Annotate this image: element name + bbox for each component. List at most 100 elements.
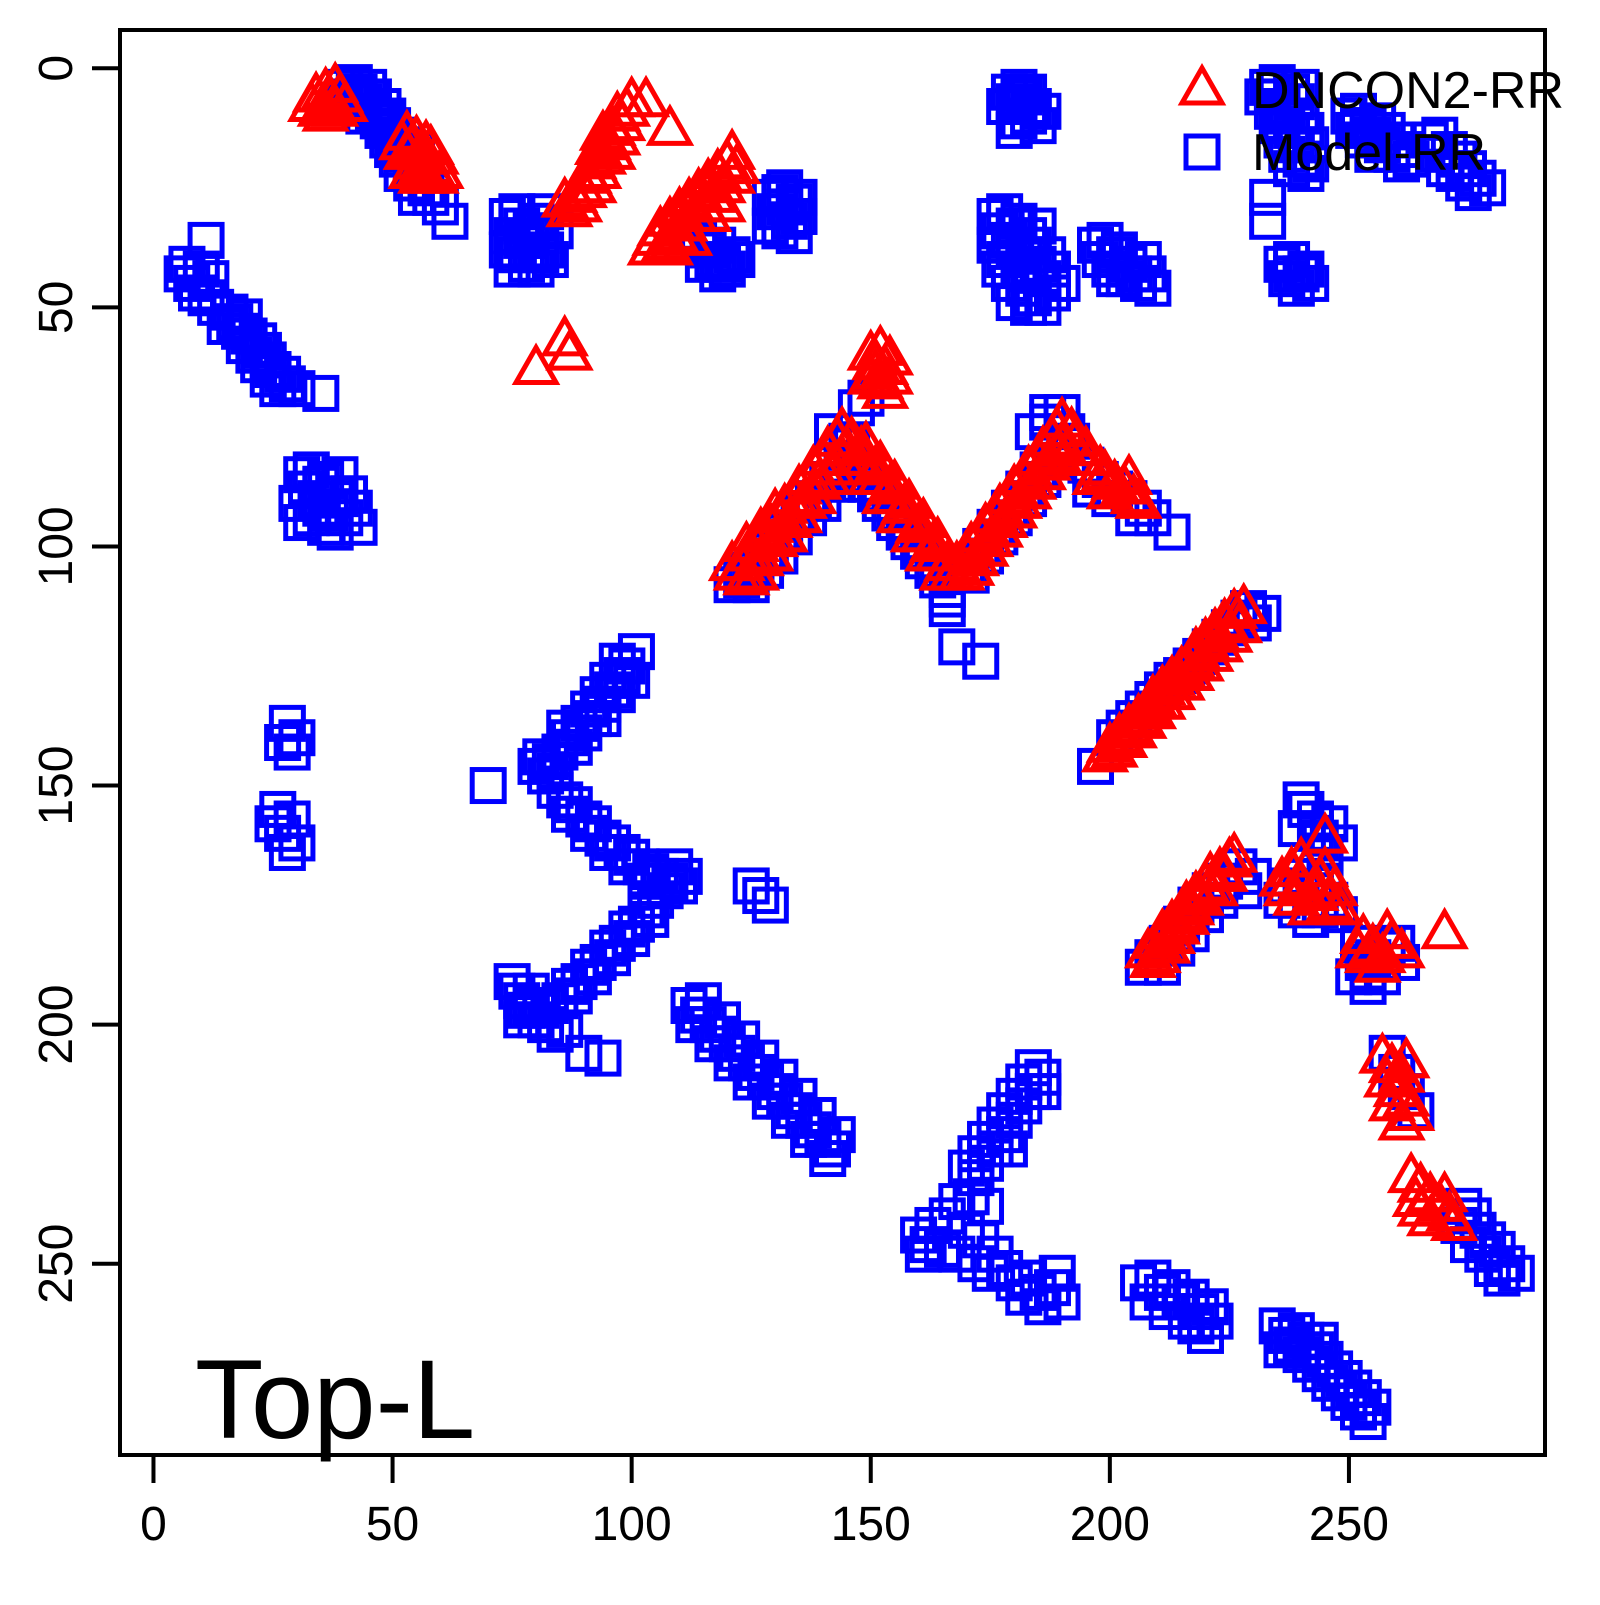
data-point-square-Model-RR (488, 231, 526, 269)
data-point-square-Model-RR (1287, 154, 1325, 192)
data-point-square-Model-RR (684, 982, 722, 1020)
data-point-triangle-DNCON2-RR (1176, 873, 1226, 916)
data-point-square-Model-RR (1033, 274, 1071, 312)
data-point-square-Model-RR (565, 1034, 603, 1072)
data-point-square-Model-RR (206, 307, 244, 345)
data-point-square-Model-RR (1292, 145, 1330, 183)
data-point-triangle-DNCON2-RR (1205, 610, 1254, 653)
data-point-square-Model-RR (469, 767, 507, 805)
data-point-triangle-DNCON2-RR (382, 127, 432, 170)
data-point-square-Model-RR (1024, 1073, 1062, 1111)
data-point-square-Model-RR (512, 972, 550, 1010)
x-tick-label: 150 (831, 1498, 911, 1551)
data-point-square-Model-RR (254, 805, 292, 843)
data-point-square-Model-RR (742, 1039, 780, 1077)
data-point-square-Model-RR (1268, 260, 1306, 298)
data-point-square-Model-RR (1469, 169, 1507, 207)
data-point-triangle-DNCON2-RR (645, 103, 695, 146)
y-axis: 0 50 100 150 200 250 (30, 55, 120, 1304)
data-point-triangle-DNCON2-RR (578, 132, 628, 175)
data-point-square-Model-RR (780, 1077, 818, 1115)
x-tick-label: 50 (366, 1498, 419, 1551)
x-axis: 0 50 100 150 200 250 (140, 1455, 1389, 1551)
data-point-square-Model-RR (1292, 126, 1330, 164)
data-point-triangle-DNCON2-RR (1085, 466, 1135, 510)
data-point-triangle-DNCON2-RR (1343, 930, 1393, 974)
data-point-triangle-DNCON2-RR (913, 514, 963, 558)
data-point-square-Model-RR (742, 877, 780, 915)
data-point-triangle-DNCON2-RR (712, 141, 762, 185)
data-point-square-Model-RR (584, 700, 622, 738)
y-tick-label: 150 (30, 745, 83, 825)
data-point-triangle-DNCON2-RR (1056, 433, 1106, 476)
data-point-square-Model-RR (1153, 513, 1191, 551)
data-point-triangle-DNCON2-RR (621, 74, 671, 118)
data-point-square-Model-RR (818, 1116, 856, 1154)
legend-item-DNCON2-RR: DNCON2-RR (1177, 62, 1564, 120)
data-point-square-Model-RR (751, 1082, 789, 1120)
data-point-triangle-DNCON2-RR (793, 457, 843, 500)
data-point-square-Model-RR (1349, 1403, 1387, 1441)
data-point-square-Model-RR (995, 111, 1033, 149)
data-point-triangle-DNCON2-RR (1405, 1193, 1455, 1237)
data-point-square-Model-RR (259, 370, 297, 408)
data-point-square-Model-RR (546, 1010, 584, 1048)
data-point-square-Model-RR (1320, 824, 1358, 862)
data-point-square-Model-RR (656, 848, 694, 886)
data-point-triangle-DNCON2-RR (1262, 863, 1312, 907)
data-point-triangle-DNCON2-RR (722, 519, 771, 562)
data-points-layer (163, 60, 1535, 1441)
data-point-triangle-DNCON2-RR (1396, 1160, 1445, 1203)
data-point-square-Model-RR (302, 374, 340, 412)
data-point-triangle-DNCON2-RR (626, 222, 676, 266)
data-point-square-Model-RR (751, 207, 789, 245)
data-point-square-Model-RR (278, 484, 316, 522)
data-point-triangle-DNCON2-RR (1382, 1035, 1431, 1079)
data-point-triangle-DNCON2-RR (1276, 835, 1326, 878)
data-point-square-Model-RR (928, 590, 966, 628)
data-point-triangle-DNCON2-RR (1200, 849, 1249, 892)
data-point-square-Model-RR (990, 1130, 1028, 1168)
legend-item-Model-RR: Model-RR (1183, 124, 1486, 182)
data-point-triangle-DNCON2-RR (540, 175, 590, 218)
data-point-square-Model-RR (637, 881, 675, 919)
data-point-square-Model-RR (976, 226, 1014, 264)
data-point-triangle-DNCON2-RR (511, 342, 561, 386)
data-point-triangle-DNCON2-RR (559, 165, 609, 209)
data-point-square-Model-RR (904, 1235, 942, 1273)
data-point-triangle-DNCON2-RR (1372, 1064, 1422, 1108)
data-point-triangle-DNCON2-RR (1214, 600, 1264, 644)
data-point-triangle-DNCON2-RR (1114, 476, 1163, 519)
data-point-triangle-DNCON2-RR (1300, 811, 1350, 854)
data-point-square-Model-RR (340, 508, 378, 546)
data-point-square-Model-RR (1043, 1283, 1081, 1321)
data-point-square-Model-RR (708, 250, 746, 288)
data-point-triangle-DNCON2-RR (899, 495, 948, 539)
data-point-square-Model-RR (249, 360, 287, 398)
data-point-triangle-DNCON2-RR (664, 213, 714, 256)
data-point-square-Model-RR (1038, 1254, 1076, 1292)
data-point-square-Model-RR (1033, 250, 1071, 288)
data-point-triangle-DNCON2-RR (588, 127, 637, 170)
data-point-square-Model-RR (957, 1159, 995, 1197)
data-point-square-Model-RR (790, 1120, 828, 1158)
data-point-square-Model-RR (751, 886, 789, 924)
x-tick-label: 200 (1070, 1498, 1150, 1551)
data-point-triangle-DNCON2-RR (1429, 1198, 1479, 1241)
data-point-triangle-DNCON2-RR (1396, 1184, 1445, 1227)
data-point-triangle-DNCON2-RR (1420, 906, 1469, 950)
data-point-square-Model-RR (1282, 68, 1320, 106)
data-point-triangle-DNCON2-RR (865, 352, 915, 395)
data-point-square-Model-RR (665, 857, 703, 895)
data-point-square-Model-RR (536, 752, 574, 790)
legend-label: DNCON2-RR (1252, 62, 1564, 120)
data-point-square-Model-RR (780, 178, 818, 216)
y-tick-label: 250 (30, 1224, 83, 1304)
corner-annotation: Top-L (195, 1337, 475, 1462)
data-point-square-Model-RR (775, 217, 813, 255)
data-point-triangle-DNCON2-RR (573, 146, 623, 189)
x-tick-label: 100 (592, 1498, 672, 1551)
data-point-square-Model-RR (713, 1044, 751, 1082)
data-point-square-Model-RR (1134, 269, 1172, 307)
data-point-triangle-DNCON2-RR (1386, 1088, 1436, 1131)
